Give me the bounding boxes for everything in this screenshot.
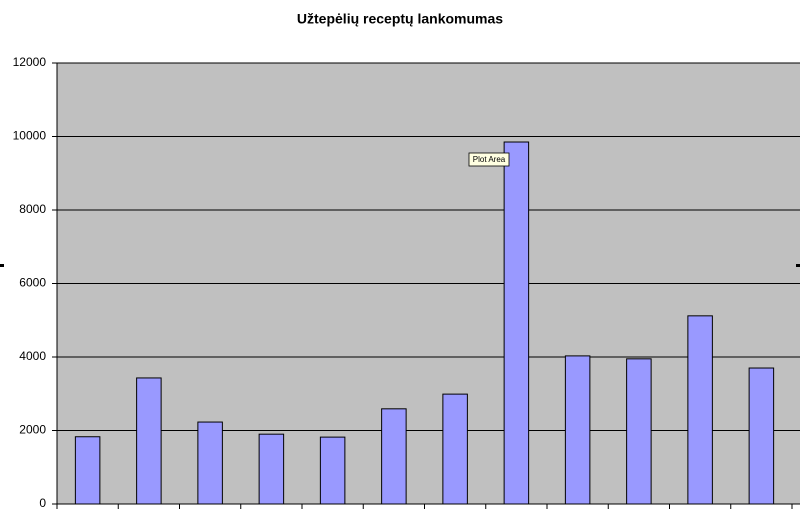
- bar: [136, 377, 162, 505]
- bar: [687, 315, 713, 505]
- y-tick-label: 12000: [13, 55, 47, 69]
- handle: [0, 264, 4, 267]
- bar: [319, 436, 346, 505]
- bar: [197, 421, 223, 505]
- chart-title: Užtepėlių receptų lankomumas: [297, 11, 503, 27]
- y-tick-label: 4000: [19, 349, 46, 363]
- bar: [564, 355, 591, 505]
- bar: [381, 408, 407, 505]
- tooltip: Plot Area: [473, 155, 506, 164]
- y-tick-label: 6000: [19, 276, 46, 290]
- handle: [796, 264, 800, 267]
- y-tick-label: 10000: [13, 129, 47, 143]
- bar: [258, 433, 285, 505]
- y-tick-label: 0: [39, 496, 46, 510]
- y-tick-label: 8000: [19, 202, 46, 216]
- bar: [748, 367, 775, 505]
- bar: [74, 436, 101, 505]
- y-tick-label: 2000: [19, 423, 46, 437]
- bar: [626, 358, 652, 505]
- bar: [503, 141, 530, 505]
- bar: [442, 393, 468, 505]
- tooltip-box: [468, 152, 510, 167]
